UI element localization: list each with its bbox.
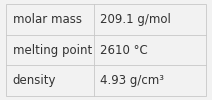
Text: molar mass: molar mass	[13, 13, 82, 26]
Text: melting point: melting point	[13, 44, 92, 56]
Text: 209.1 g/mol: 209.1 g/mol	[100, 13, 171, 26]
Text: density: density	[13, 74, 56, 87]
Text: 4.93 g/cm³: 4.93 g/cm³	[100, 74, 164, 87]
Text: 2610 °C: 2610 °C	[100, 44, 148, 56]
